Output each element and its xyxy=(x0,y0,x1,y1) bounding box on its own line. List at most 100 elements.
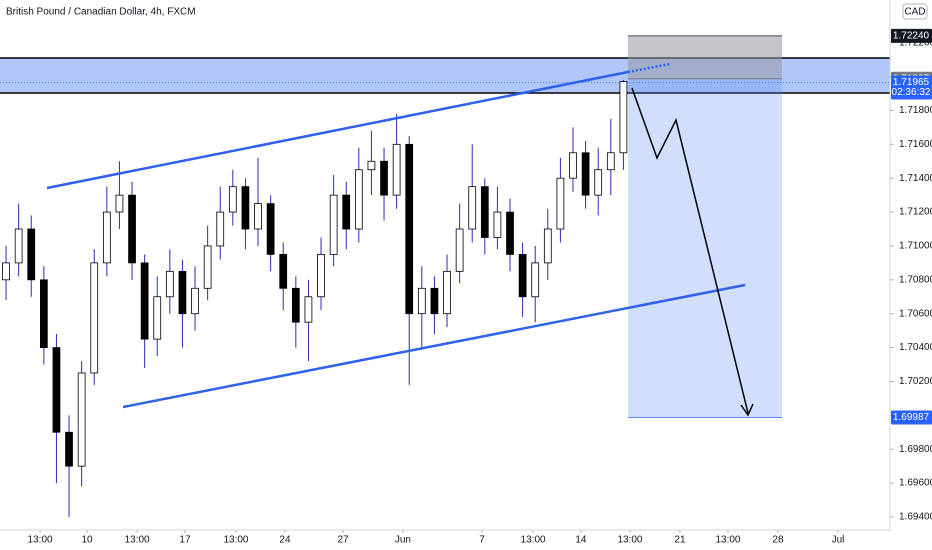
y-tick-label: 1.71000 xyxy=(899,241,932,252)
candle-body xyxy=(380,160,388,196)
candle-body xyxy=(165,270,174,298)
candle-body xyxy=(619,81,628,154)
candles xyxy=(2,79,628,517)
candle-body xyxy=(90,262,99,374)
candle-body xyxy=(2,262,10,281)
candle-body xyxy=(241,186,250,230)
drawings-back xyxy=(0,35,890,419)
candle-body xyxy=(191,287,199,315)
candle-body xyxy=(354,169,363,230)
x-tick-label: 13:00 xyxy=(617,535,642,546)
candle-body xyxy=(216,211,225,247)
candle-body xyxy=(228,186,237,213)
candle-body xyxy=(153,296,162,340)
x-tick-label: Jul xyxy=(832,535,845,546)
candle-body xyxy=(254,203,262,230)
x-tick-label: 17 xyxy=(179,535,191,546)
currency: CAD xyxy=(904,7,925,18)
candle-body xyxy=(506,211,514,255)
candle-body xyxy=(279,254,288,289)
candle-body xyxy=(443,270,451,315)
candle-body xyxy=(543,228,552,264)
channel-upper-extension xyxy=(627,62,671,74)
x-tick-label: 7 xyxy=(479,535,485,546)
x-tick-label: 24 xyxy=(279,535,291,546)
y-tick-label: 1.71600 xyxy=(899,139,932,150)
channel-upper xyxy=(46,70,629,190)
y-tick-label: 1.70600 xyxy=(899,308,932,319)
candle-body xyxy=(52,347,61,433)
x-tick-label: 13:00 xyxy=(715,535,740,546)
x-tick-label: 13:00 xyxy=(125,535,150,546)
candle-body xyxy=(493,211,502,238)
y-tick-label: 1.69800 xyxy=(899,444,932,455)
candle-body xyxy=(266,203,275,255)
candle-body xyxy=(518,254,527,298)
candle-body xyxy=(342,194,351,230)
candle-body xyxy=(102,211,111,264)
countdown: 02:36:32 xyxy=(892,87,931,98)
candle-body xyxy=(405,143,414,315)
candle-body xyxy=(556,177,565,230)
x-tick-label: 13:00 xyxy=(28,535,53,546)
last-price-label: 1.71965 xyxy=(893,77,930,88)
candle-body xyxy=(291,287,300,323)
x-tick-label: 14 xyxy=(575,535,587,546)
candle-body xyxy=(329,194,338,255)
candle-body xyxy=(140,262,149,340)
candle-body xyxy=(14,228,23,264)
drawings-front xyxy=(46,62,754,417)
candle-body xyxy=(317,254,325,298)
x-tick-label: Jun xyxy=(395,535,411,546)
x-tick-label: 28 xyxy=(772,535,784,546)
target-price-label: 1.69987 xyxy=(893,412,930,423)
stop-price-label: 1.72240 xyxy=(893,31,930,42)
candle-body xyxy=(367,160,376,171)
candle-body xyxy=(392,143,401,196)
candle-body xyxy=(115,194,124,213)
candle-body xyxy=(304,296,313,323)
candle-body xyxy=(606,152,615,171)
candle-body xyxy=(128,194,136,264)
candle-body xyxy=(531,262,540,298)
x-tick-label: 21 xyxy=(674,535,686,546)
stop-zone xyxy=(628,35,782,79)
candle-body xyxy=(65,431,73,467)
y-tick-label: 1.69600 xyxy=(899,478,932,489)
y-tick-label: 1.71400 xyxy=(899,173,932,184)
projection-arrow xyxy=(631,87,749,414)
candle-body xyxy=(27,228,36,281)
x-tick-label: 13:00 xyxy=(521,535,546,546)
channel-lower xyxy=(122,283,746,409)
candle-body xyxy=(468,186,477,230)
y-tick-label: 1.70800 xyxy=(899,274,932,285)
candle-body xyxy=(417,287,426,315)
target-zone xyxy=(628,78,782,418)
candle-body xyxy=(480,186,489,238)
arrow-head xyxy=(740,403,754,417)
chart-title: British Pound / Canadian Dollar, 4h, FXC… xyxy=(6,7,196,18)
candle-body xyxy=(203,245,212,289)
y-tick-label: 1.71200 xyxy=(899,207,932,218)
candle-body xyxy=(581,152,590,196)
target-price-badge xyxy=(891,410,932,425)
last-price-badge xyxy=(891,75,932,100)
y-tick-label: 1.69400 xyxy=(899,512,932,523)
candle-body xyxy=(430,287,439,315)
y-tick-label: 1.70400 xyxy=(899,342,932,353)
candle-body xyxy=(77,372,86,467)
x-tick-label: 10 xyxy=(81,535,93,546)
candle-body xyxy=(455,228,464,272)
candle-body xyxy=(594,169,603,196)
y-tick-label: 1.71800 xyxy=(899,105,932,116)
x-tick-label: 13:00 xyxy=(223,535,248,546)
candle-body xyxy=(39,279,48,348)
y-tick-label: 1.70200 xyxy=(899,376,932,387)
x-tick-label: 27 xyxy=(338,535,350,546)
candle-body xyxy=(178,270,187,315)
stop-price-badge xyxy=(891,28,932,43)
currency-badge[interactable] xyxy=(902,3,928,20)
candle-body xyxy=(569,152,577,179)
